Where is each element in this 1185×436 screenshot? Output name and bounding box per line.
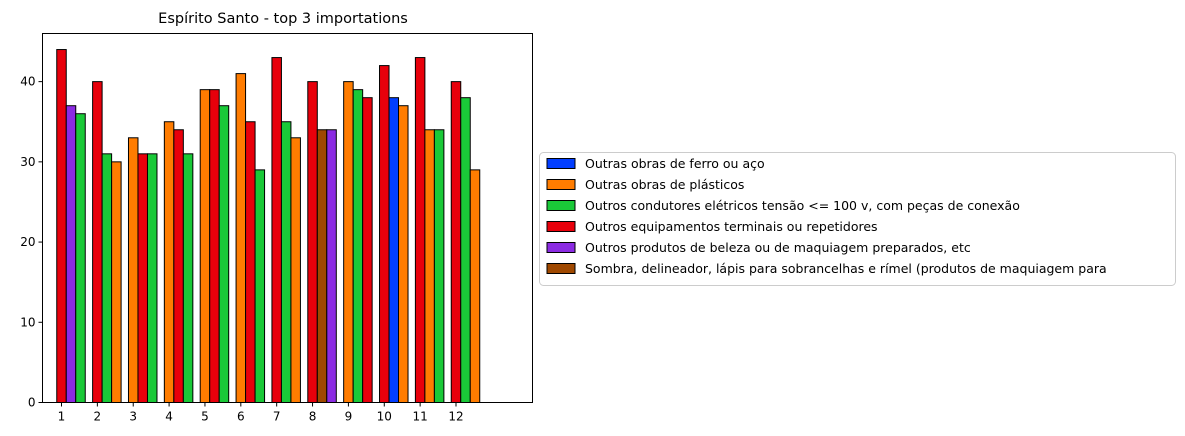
bar-10-2: [388, 97, 400, 403]
legend-swatch: [546, 179, 576, 190]
bar-2-3: [111, 161, 122, 403]
bar-2-2: [101, 153, 113, 403]
bar-8-2: [316, 129, 328, 403]
legend: Outras obras de ferro ou aço Outras obras…: [539, 152, 1176, 286]
bar-5-2: [209, 89, 220, 404]
bar-8-3: [326, 129, 337, 403]
legend-label: Outros produtos de beleza ou de maquiage…: [585, 240, 971, 255]
legend-label: Outros condutores elétricos tensão <= 10…: [585, 198, 1020, 213]
legend-box: [539, 152, 1176, 286]
legend-swatch: [546, 242, 576, 253]
plot-frame: [42, 33, 533, 403]
bar-12-3: [469, 169, 481, 403]
bar-9-2: [352, 89, 364, 404]
legend-swatch: [546, 221, 576, 232]
x-tick-label: 10: [377, 410, 392, 424]
bar-5-3: [218, 105, 230, 404]
y-tick-label: 20: [20, 235, 35, 249]
bar-5-1: [199, 89, 211, 404]
bar-12-2: [460, 97, 471, 403]
bar-10-3: [398, 105, 409, 404]
bar-1-2: [65, 105, 77, 404]
bar-3-1: [127, 137, 139, 403]
bar-3-2: [137, 153, 148, 403]
x-tick-label: 11: [412, 410, 427, 424]
bar-7-2: [280, 121, 292, 403]
legend-swatch: [546, 263, 576, 274]
x-tick-label: 6: [237, 410, 245, 424]
bar-8-1: [307, 81, 318, 403]
bar-2-1: [92, 81, 103, 403]
legend-label: Outras obras de ferro ou aço: [585, 156, 765, 171]
legend-label: Outros equipamentos terminais ou repetid…: [585, 219, 878, 234]
y-axis: 0 10 20 30 40: [20, 75, 43, 410]
bar-6-3: [254, 169, 266, 403]
bar-11-3: [433, 129, 445, 403]
bar-7-3: [290, 137, 301, 403]
bar-9-1: [343, 81, 354, 403]
y-tick-label: 10: [20, 315, 35, 329]
y-tick-label: 30: [20, 155, 35, 169]
bars-layer: [56, 49, 481, 404]
bar-4-1: [163, 121, 175, 403]
x-tick-label: 1: [58, 410, 66, 424]
bar-3-3: [146, 153, 158, 403]
bar-4-3: [182, 153, 194, 403]
x-tick-label: 12: [448, 410, 463, 424]
x-tick-label: 7: [273, 410, 281, 424]
bar-4-2: [173, 129, 184, 403]
bar-7-1: [271, 57, 282, 403]
bar-6-1: [235, 73, 247, 403]
bar-6-2: [245, 121, 256, 403]
y-tick-label: 40: [20, 75, 35, 89]
x-tick-label: 9: [345, 410, 353, 424]
bar-10-1: [379, 65, 390, 404]
legend-swatch: [546, 158, 576, 169]
bar-1-3: [75, 113, 86, 404]
y-tick-label: 0: [28, 396, 36, 410]
legend-swatch: [546, 200, 576, 211]
bar-11-1: [414, 57, 426, 403]
bar-11-2: [424, 129, 435, 403]
x-tick-label: 3: [129, 410, 137, 424]
chart-title: Espírito Santo - top 3 importations: [158, 11, 408, 27]
legend-label: Outras obras de plásticos: [585, 177, 744, 192]
x-tick-label: 2: [94, 410, 102, 424]
x-tick-label: 5: [201, 410, 209, 424]
x-tick-label: 4: [165, 410, 173, 424]
bar-12-1: [450, 81, 462, 403]
bar-1-1: [56, 49, 67, 403]
legend-label: Sombra, delineador, lápis para sobrancel…: [585, 261, 1107, 276]
x-tick-label: 8: [309, 410, 317, 424]
bar-9-3: [362, 97, 373, 403]
x-axis: 1 2 3 4 5 6 7 8 9 10 11 12: [58, 402, 464, 424]
